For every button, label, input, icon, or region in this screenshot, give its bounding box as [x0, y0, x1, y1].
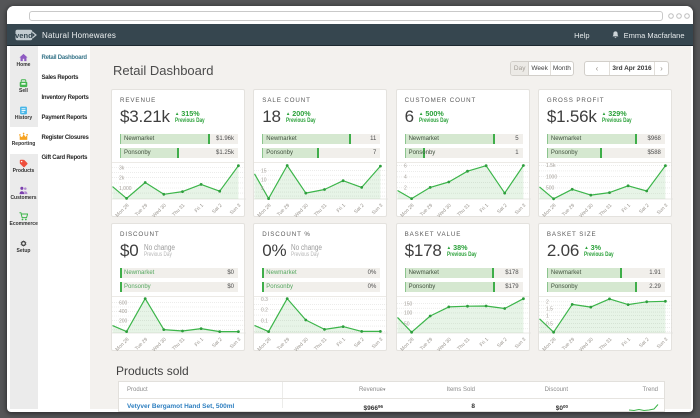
svg-text:15: 15 [261, 168, 267, 174]
svg-text:150: 150 [404, 301, 413, 307]
svg-text:Sat 2: Sat 2 [496, 203, 509, 216]
svg-text:Fri 1: Fri 1 [336, 337, 347, 348]
svg-text:Sun 3: Sun 3 [229, 337, 243, 351]
svg-text:Tue 29: Tue 29 [419, 337, 434, 352]
svg-text:Tue 29: Tue 29 [134, 203, 149, 218]
svg-text:1: 1 [546, 314, 549, 320]
svg-text:Fri 1: Fri 1 [194, 203, 205, 214]
svg-text:Wed 30: Wed 30 [436, 337, 453, 352]
svg-text:Wed 30: Wed 30 [151, 337, 168, 352]
svg-text:500: 500 [546, 186, 555, 192]
svg-text:400: 400 [119, 309, 128, 315]
svg-text:5: 5 [261, 186, 264, 192]
svg-text:Tue 29: Tue 29 [134, 337, 149, 352]
svg-text:Sun 3: Sun 3 [513, 337, 527, 351]
svg-text:Thu 31: Thu 31 [313, 337, 328, 352]
svg-text:1,000: 1,000 [119, 186, 132, 192]
svg-text:Sun 3: Sun 3 [513, 203, 527, 217]
svg-text:Sat 2: Sat 2 [211, 337, 224, 350]
svg-text:Wed 30: Wed 30 [294, 337, 311, 352]
svg-text:Tue 29: Tue 29 [561, 337, 576, 352]
svg-text:Tue 29: Tue 29 [419, 203, 434, 218]
svg-text:Wed 30: Wed 30 [151, 203, 168, 218]
svg-text:200: 200 [119, 318, 128, 324]
svg-text:Sat 2: Sat 2 [353, 337, 366, 350]
svg-text:Fri 1: Fri 1 [621, 203, 632, 214]
svg-text:Mon 28: Mon 28 [257, 203, 273, 218]
svg-text:50: 50 [404, 321, 410, 327]
svg-text:Sun 3: Sun 3 [371, 337, 385, 351]
svg-text:Tue 29: Tue 29 [276, 337, 291, 352]
svg-text:Wed 30: Wed 30 [436, 203, 453, 218]
svg-text:Thu 31: Thu 31 [171, 203, 186, 218]
svg-text:1000: 1000 [546, 174, 557, 180]
svg-text:Fri 1: Fri 1 [621, 337, 632, 348]
svg-text:Fri 1: Fri 1 [478, 337, 489, 348]
svg-text:0.2: 0.2 [261, 307, 268, 313]
svg-text:0.1: 0.1 [261, 318, 268, 324]
svg-text:vend: vend [15, 31, 33, 40]
svg-text:10: 10 [261, 178, 267, 184]
svg-text:2k: 2k [119, 176, 125, 182]
svg-text:0.5: 0.5 [546, 321, 553, 327]
svg-text:2: 2 [546, 300, 549, 306]
svg-text:0.3: 0.3 [261, 297, 268, 303]
svg-text:Mon 28: Mon 28 [541, 337, 557, 352]
svg-text:Mon 28: Mon 28 [114, 337, 130, 352]
svg-text:Mon 28: Mon 28 [114, 203, 130, 218]
svg-text:Thu 31: Thu 31 [171, 337, 186, 352]
svg-text:Mon 28: Mon 28 [541, 203, 557, 218]
svg-text:Sat 2: Sat 2 [638, 337, 651, 350]
svg-text:Wed 30: Wed 30 [578, 203, 595, 218]
svg-text:1.5k: 1.5k [546, 163, 556, 169]
svg-text:2: 2 [404, 186, 407, 192]
svg-text:Sat 2: Sat 2 [353, 203, 366, 216]
svg-text:Wed 30: Wed 30 [294, 203, 311, 218]
svg-text:Thu 31: Thu 31 [313, 203, 328, 218]
svg-text:Fri 1: Fri 1 [194, 337, 205, 348]
svg-text:Sun 3: Sun 3 [656, 337, 670, 351]
svg-text:Wed 30: Wed 30 [578, 337, 595, 352]
svg-text:Fri 1: Fri 1 [336, 203, 347, 214]
svg-text:Tue 29: Tue 29 [276, 203, 291, 218]
svg-text:Sat 2: Sat 2 [638, 203, 651, 216]
svg-text:1.5: 1.5 [546, 306, 553, 312]
svg-text:4: 4 [404, 175, 407, 181]
svg-text:Thu 31: Thu 31 [456, 203, 471, 218]
svg-text:Mon 28: Mon 28 [257, 337, 273, 352]
svg-text:Sun 3: Sun 3 [656, 203, 670, 217]
svg-text:Tue 29: Tue 29 [561, 203, 576, 218]
svg-text:Sat 2: Sat 2 [211, 203, 224, 216]
svg-text:3k: 3k [119, 165, 125, 171]
svg-text:Thu 31: Thu 31 [598, 337, 613, 352]
svg-text:100: 100 [404, 311, 413, 317]
svg-text:Sun 3: Sun 3 [229, 203, 243, 217]
svg-text:Thu 31: Thu 31 [598, 203, 613, 218]
svg-text:Mon 28: Mon 28 [399, 337, 415, 352]
svg-text:600: 600 [119, 300, 128, 306]
svg-text:Mon 28: Mon 28 [399, 203, 415, 218]
svg-text:6: 6 [404, 164, 407, 170]
svg-text:Fri 1: Fri 1 [478, 203, 489, 214]
svg-text:Sun 3: Sun 3 [371, 203, 385, 217]
svg-text:Thu 31: Thu 31 [456, 337, 471, 352]
svg-text:Sat 2: Sat 2 [496, 337, 509, 350]
